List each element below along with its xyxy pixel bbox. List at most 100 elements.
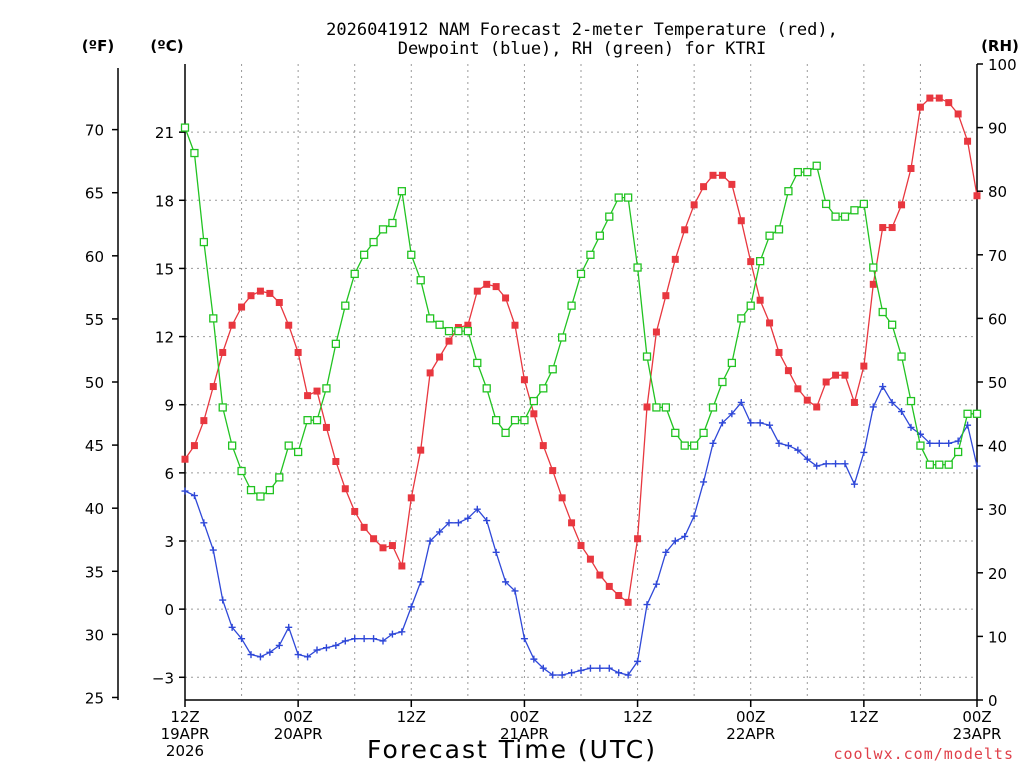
data-point [502,294,510,302]
rh-tick-label: 20 [988,565,1007,583]
data-point [605,212,614,221]
data-point [690,201,698,209]
data-point [426,369,434,377]
data-point [643,601,651,609]
series-2-meter-temperature [181,94,981,606]
data-point [539,442,547,450]
data-point [793,167,803,177]
data-point [313,387,321,395]
data-point [491,416,501,425]
data-point [615,669,623,677]
data-point [341,301,350,310]
data-point [228,321,236,329]
series-line [184,385,978,676]
series-rh [180,123,982,501]
data-point [492,283,500,291]
data-point [520,416,529,425]
data-point [237,466,246,476]
data-point [209,383,217,391]
data-point [322,384,331,393]
data-point [746,301,755,310]
data-point [728,180,736,188]
data-point [709,171,717,179]
data-point [605,582,613,590]
data-point [860,362,868,370]
data-point [945,439,953,447]
data-point [238,635,246,643]
data-point [417,446,425,454]
rh-unit-label: (RH) [981,37,1019,55]
rh-tick-label: 60 [988,310,1007,328]
data-point [709,439,717,447]
data-point [634,657,642,665]
data-point [624,598,632,606]
data-point [803,396,811,404]
data-point [822,378,830,386]
data-point [379,637,387,645]
celsius-tick-label: 18 [155,192,174,210]
data-point [548,365,557,374]
data-point [954,110,962,118]
data-point [530,410,538,418]
data-point [737,398,745,406]
data-point [821,199,831,209]
data-point [473,358,482,368]
x-tick-label: 20APR [274,725,323,743]
data-point [351,635,359,643]
data-point [473,287,481,295]
data-point [313,646,321,654]
data-point [266,289,274,297]
data-point [350,269,359,279]
data-point [568,669,576,677]
fahrenheit-tick-label: 60 [85,248,104,266]
data-point [907,423,915,431]
series-line [184,127,977,498]
data-point [671,428,680,438]
data-point [246,485,256,495]
data-point [850,206,859,215]
data-point [464,514,472,522]
data-point [529,396,539,406]
data-point [596,664,604,672]
x-tick-label: 23APR [953,725,1002,743]
data-point [614,193,623,202]
fahrenheit-tick-label: 55 [85,311,104,329]
data-point [482,384,491,393]
data-point [275,299,283,306]
data-point [539,384,548,393]
data-point [284,441,293,450]
data-point [728,410,736,418]
data-point [784,442,792,450]
x-tick-label: 00Z [736,708,765,726]
data-point [436,353,444,361]
data-point [568,519,576,527]
data-point [425,314,435,323]
data-point [209,546,217,554]
data-point [755,257,765,266]
data-point [652,580,660,588]
data-point [473,505,481,513]
x-tick-label: 00Z [962,708,991,726]
rh-tick-label: 70 [988,247,1007,265]
data-point [483,280,491,288]
data-point [256,287,264,295]
data-point [501,428,510,438]
data-point [718,171,726,179]
rh-tick-label: 50 [988,374,1007,392]
data-point [944,460,953,469]
data-point [379,544,387,552]
data-point [737,217,745,225]
data-point [595,231,605,240]
data-point [228,623,236,631]
data-point [963,409,972,418]
data-point [369,237,378,247]
data-point [737,314,746,323]
data-point [219,348,227,356]
data-point [190,148,199,158]
data-point [351,507,359,515]
data-point [661,403,671,412]
data-point [549,467,557,475]
celsius-tick-label: 6 [164,465,174,483]
data-point [463,326,473,336]
celsius-tick-label: 12 [155,329,174,347]
